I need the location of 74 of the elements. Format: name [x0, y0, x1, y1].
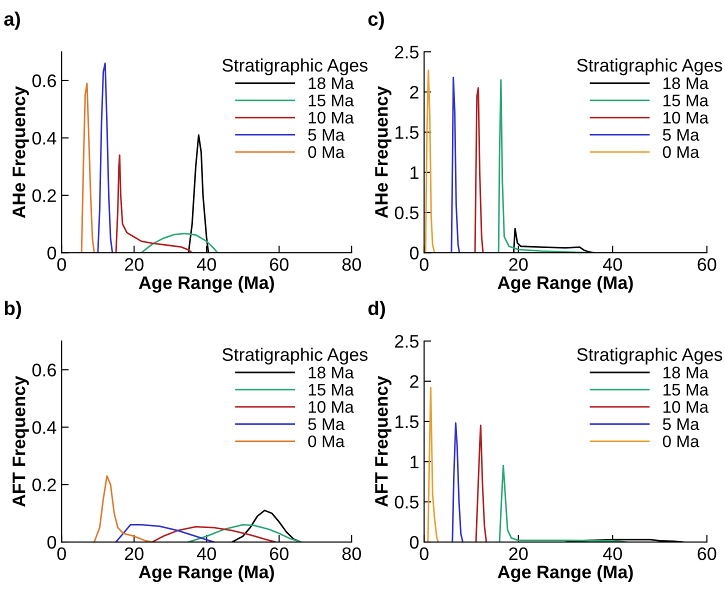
x-axis-title: Age Range (Ma) — [138, 276, 274, 293]
legend-label: 18 Ma — [664, 366, 709, 378]
x-tick-label: 0 — [57, 258, 66, 271]
x-tick-label: 60 — [698, 547, 716, 560]
chart-title: a) — [4, 12, 20, 30]
legend-label: 5 Ma — [662, 129, 700, 141]
x-tick-label: 0 — [420, 547, 428, 560]
x-axis-title: Age Range (Ma) — [138, 565, 274, 582]
y-tick-label: 0 — [47, 246, 56, 260]
legend-label: 5 Ma — [308, 418, 345, 430]
legend-label: 5 Ma — [662, 418, 700, 430]
y-tick-label: 2.5 — [395, 46, 419, 58]
y-tick-label: 0 — [47, 536, 56, 549]
y-tick-label: 1.5 — [396, 126, 419, 139]
legend-label: 10 Ma — [664, 401, 709, 413]
legend-label: 0 Ma — [308, 435, 345, 448]
x-tick-label: 40 — [603, 547, 622, 560]
x-tick-label: 80 — [342, 258, 361, 271]
legend-label: 0 Ma — [308, 146, 345, 158]
legend-label: 0 Ma — [662, 435, 700, 448]
legend-title: Stratigraphic Ages — [222, 58, 368, 76]
y-tick-label: 2 — [410, 375, 418, 388]
legend-label: 10 Ma — [664, 112, 709, 124]
legend-label: 15 Ma — [664, 384, 709, 396]
y-tick-label: 0.4 — [32, 132, 56, 145]
x-tick-label: 60 — [698, 258, 716, 271]
x-tick-label: 40 — [197, 258, 216, 271]
chart-title: d) — [368, 300, 385, 319]
legend-title: Stratigraphic Ages — [577, 58, 722, 76]
y-tick-label: 0.2 — [32, 189, 56, 202]
y-tick-label: 0.6 — [32, 364, 56, 376]
legend-label: 0 Ma — [662, 146, 700, 158]
x-tick-label: 40 — [603, 258, 622, 271]
x-axis-title: Age Range (Ma) — [498, 276, 633, 293]
legend-title: Stratigraphic Ages — [577, 348, 722, 365]
y-axis-title: AHe Frequency — [375, 86, 392, 218]
legend-label: 15 Ma — [308, 94, 354, 106]
y-axis-title: AFT Frequency — [12, 376, 29, 507]
y-tick-label: 1.5 — [396, 416, 419, 428]
y-axis-title: AHe Frequency — [12, 86, 29, 218]
legend-label: 18 Ma — [664, 77, 709, 90]
legend-label: 15 Ma — [664, 94, 709, 106]
x-tick-label: 60 — [270, 258, 288, 271]
legend-label: 10 Ma — [308, 401, 354, 413]
x-tick-label: 20 — [509, 258, 528, 271]
legend-title: Stratigraphic Ages — [222, 348, 368, 365]
y-tick-label: 0.4 — [32, 421, 56, 434]
y-tick-label: 2 — [410, 86, 418, 98]
y-tick-label: 0.5 — [394, 496, 419, 509]
x-tick-label: 60 — [270, 547, 288, 560]
legend-label: 5 Ma — [308, 129, 345, 141]
y-tick-label: 0 — [410, 246, 419, 260]
y-tick-label: 0 — [410, 536, 419, 549]
x-axis-title: Age Range (Ma) — [498, 565, 633, 582]
y-tick-label: 1 — [410, 456, 418, 468]
y-tick-label: 0.2 — [32, 478, 56, 492]
y-tick-label: 0.6 — [32, 74, 56, 88]
x-tick-label: 20 — [509, 547, 528, 560]
x-tick-label: 20 — [124, 547, 144, 560]
y-tick-label: 0.5 — [394, 206, 419, 220]
x-tick-label: 0 — [420, 258, 428, 271]
y-tick-label: 1 — [410, 166, 418, 179]
y-tick-label: 2.5 — [395, 334, 419, 348]
legend-label: 18 Ma — [308, 366, 354, 378]
legend-label: 15 Ma — [308, 384, 354, 396]
chart-title: c) — [368, 12, 384, 30]
x-tick-label: 0 — [57, 547, 66, 560]
x-tick-label: 20 — [124, 258, 144, 271]
legend-label: 18 Ma — [308, 77, 354, 90]
legend-label: 10 Ma — [308, 112, 354, 124]
chart-title: b) — [4, 300, 22, 319]
y-axis-title: AFT Frequency — [375, 376, 392, 507]
x-tick-label: 80 — [342, 547, 361, 560]
x-tick-label: 40 — [197, 547, 216, 560]
